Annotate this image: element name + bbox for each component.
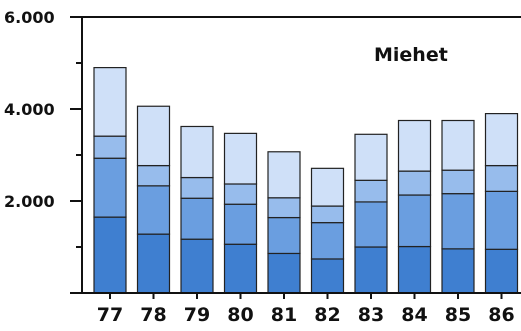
x-tick-label-83: 83 <box>358 304 384 326</box>
bar-81-segment-2 <box>267 216 301 255</box>
x-tick-label-79: 79 <box>184 304 210 326</box>
bar-77-segment-4 <box>93 66 127 137</box>
bar-81-segment-4 <box>267 151 301 199</box>
bar-85-segment-2 <box>441 193 475 250</box>
bar-80-segment-4 <box>223 132 258 185</box>
bar-83-segment-1 <box>354 246 388 294</box>
axes-layer: 77 78 79 80 81 82 83 84 85 86 2.000 4.000 6.000 <box>4 8 521 326</box>
bar-86-segment-3 <box>484 164 519 192</box>
bar-82-segment-2 <box>310 222 345 260</box>
bar-82-segment-1 <box>310 258 345 294</box>
x-tick-label-78: 78 <box>140 304 166 326</box>
bar-81-segment-1 <box>267 252 301 294</box>
bar-79-segment-1 <box>180 238 214 294</box>
x-tick-label-80: 80 <box>227 304 253 326</box>
bar-80-segment-3 <box>223 183 258 205</box>
bar-78-segment-1 <box>136 233 171 294</box>
bar-86-segment-4 <box>484 112 519 167</box>
bar-79-segment-3 <box>180 176 214 199</box>
bar-84-segment-3 <box>397 170 432 196</box>
bar-77-segment-3 <box>93 135 127 159</box>
x-tick-label-82: 82 <box>314 304 340 326</box>
bar-84-segment-4 <box>397 119 432 172</box>
bar-82-segment-3 <box>310 205 345 224</box>
bar-79-segment-4 <box>180 125 214 179</box>
bar-84-segment-1 <box>397 245 432 294</box>
chart-title: Miehet <box>374 44 448 66</box>
x-tick-label-77: 77 <box>97 304 123 326</box>
bar-77-segment-2 <box>93 157 127 218</box>
bar-86-segment-2 <box>484 190 519 250</box>
x-tick-label-81: 81 <box>271 304 297 326</box>
bar-80-segment-2 <box>223 203 258 245</box>
bar-83-segment-2 <box>354 201 388 248</box>
bar-82-segment-4 <box>310 167 345 207</box>
y-tick-label-6000: 6.000 <box>4 8 55 27</box>
bar-81-segment-3 <box>267 197 301 219</box>
bar-78-segment-3 <box>136 164 171 187</box>
x-tick-label-85: 85 <box>445 304 471 326</box>
bar-85-segment-1 <box>441 248 475 294</box>
bar-86-segment-1 <box>484 248 519 294</box>
bars-layer <box>93 66 519 294</box>
y-tick-label-2000: 2.000 <box>4 192 55 211</box>
bar-85-segment-4 <box>441 119 475 171</box>
bar-83-segment-3 <box>354 179 388 203</box>
bar-84-segment-2 <box>397 194 432 248</box>
bar-79-segment-2 <box>180 197 214 240</box>
x-tick-label-86: 86 <box>488 304 514 326</box>
x-tick-label-84: 84 <box>401 304 427 326</box>
bar-83-segment-4 <box>354 133 388 181</box>
bar-78-segment-2 <box>136 185 171 235</box>
bar-77-segment-1 <box>93 216 127 294</box>
y-tick-label-4000: 4.000 <box>4 100 55 119</box>
bar-80-segment-1 <box>223 243 258 294</box>
bar-78-segment-4 <box>136 105 171 167</box>
bar-85-segment-3 <box>441 169 475 195</box>
